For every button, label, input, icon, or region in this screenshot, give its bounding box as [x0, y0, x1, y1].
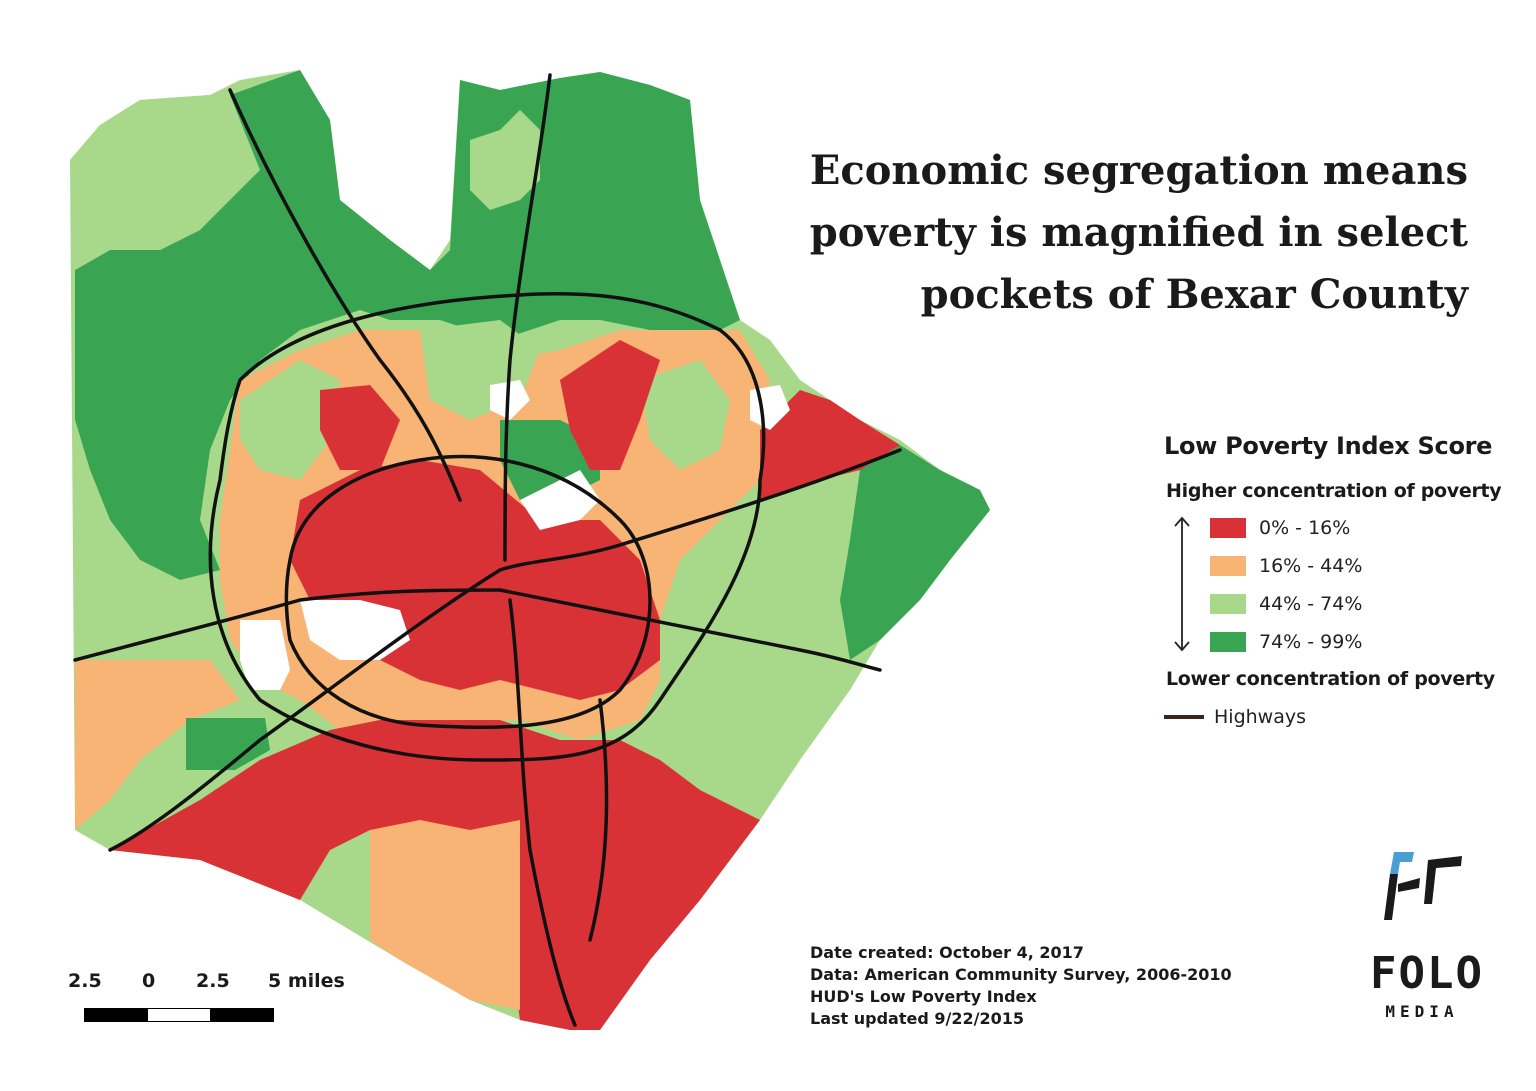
region-west-low-medium — [75, 420, 240, 660]
hole-center — [520, 470, 600, 530]
legend-highways-label: Highways — [1214, 706, 1306, 728]
region-west-medium — [70, 95, 230, 270]
legend-swatch-1 — [1210, 518, 1246, 538]
map-title: Economic segregation means poverty is ma… — [768, 140, 1468, 326]
scale-bar: 2.5 0 2.5 5 miles — [66, 970, 356, 1040]
folo-logo-icon — [1384, 852, 1462, 920]
highway-line-icon — [1164, 715, 1204, 719]
legend-label-2: 16% - 44% — [1259, 555, 1363, 577]
credit-date: Date created: October 4, 2017 — [810, 943, 1084, 962]
legend-class-1: 0% - 16% — [1210, 516, 1350, 540]
highway-90-w — [73, 588, 502, 662]
region-ring-green-a — [240, 360, 340, 480]
hole-sw — [300, 600, 410, 660]
legend-double-arrow-icon — [1174, 516, 1190, 652]
title-line-2: poverty is magnified in select — [809, 209, 1468, 256]
highway-i35-sw — [108, 568, 502, 852]
legend-swatch-4 — [1210, 632, 1246, 652]
legend-label-3: 44% - 74% — [1259, 593, 1363, 615]
region-nw-high — [75, 70, 740, 580]
region-n-red-strip — [560, 340, 660, 470]
logo-name: FOLO — [1370, 948, 1484, 999]
scale-segment-3 — [210, 1008, 274, 1022]
region-sw-orange — [75, 660, 240, 830]
scale-label-4: 5 miles — [268, 970, 345, 992]
legend-class-4: 74% - 99% — [1210, 630, 1362, 654]
highway-inner-loop — [284, 454, 652, 730]
highway-i10-e — [498, 588, 882, 672]
region-south-low — [110, 720, 760, 1030]
credits: Date created: October 4, 2017 Data: Amer… — [810, 942, 1232, 1030]
highway-i35-ne — [498, 448, 902, 572]
highways — [73, 73, 902, 1027]
scale-label-2: 0 — [142, 970, 156, 992]
region-ne-low — [760, 390, 900, 500]
region-east-high — [840, 445, 990, 660]
legend-label-4: 74% - 99% — [1259, 631, 1363, 653]
highway-outer-loop — [208, 292, 766, 762]
logo-sub: MEDIA — [1385, 1002, 1459, 1021]
legend-lower-label: Lower concentration of poverty — [1166, 668, 1495, 690]
scale-label-3: 2.5 — [196, 970, 230, 992]
region-ring-green-d — [640, 360, 730, 470]
legend-label-1: 0% - 16% — [1259, 517, 1351, 539]
highway-i37-s — [508, 598, 577, 1027]
credit-data: Data: American Community Survey, 2006-20… — [810, 965, 1232, 984]
region-north-medium — [470, 110, 540, 210]
region-south-orange-pocket — [370, 820, 520, 1010]
region-nw-red-strip — [320, 385, 400, 470]
credit-updated: Last updated 9/22/2015 — [810, 1009, 1024, 1028]
region-sw-high — [186, 718, 270, 770]
legend-class-3: 44% - 74% — [1210, 592, 1362, 616]
legend-class-2: 16% - 44% — [1210, 554, 1362, 578]
title-line-1: Economic segregation means — [809, 147, 1468, 194]
legend-highways: Highways — [1164, 706, 1306, 728]
hole-north — [490, 380, 530, 420]
highway-410-se — [588, 698, 609, 942]
scale-segment-2 — [147, 1008, 211, 1022]
credit-index: HUD's Low Poverty Index — [810, 987, 1037, 1006]
hole-west — [240, 620, 290, 690]
scale-label-1: 2.5 — [68, 970, 102, 992]
legend-swatch-2 — [1210, 556, 1246, 576]
legend-swatch-3 — [1210, 594, 1246, 614]
legend-title: Low Poverty Index Score — [1164, 432, 1493, 460]
title-line-3: pockets of Bexar County — [920, 271, 1468, 318]
legend-higher-label: Higher concentration of poverty — [1166, 480, 1502, 502]
highway-i10-nw — [228, 88, 462, 502]
highway-281-n — [503, 73, 552, 562]
scale-segment-1 — [84, 1008, 148, 1022]
